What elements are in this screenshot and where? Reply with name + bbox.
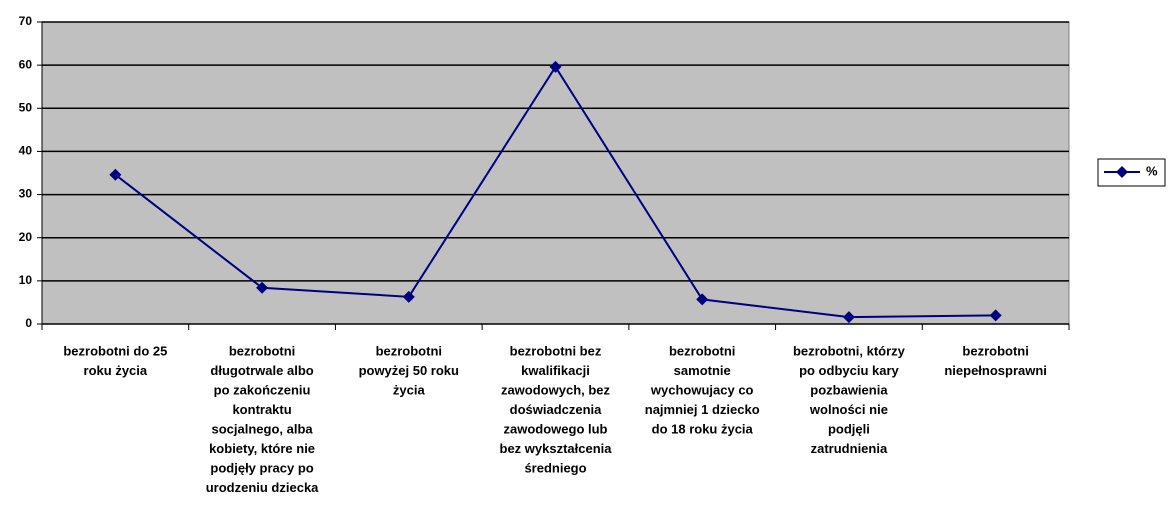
y-tick-label: 0 [25, 316, 32, 330]
x-tick-label: podjęły pracy po [210, 460, 313, 475]
x-tick-label: bezrobotni do 25 [63, 343, 167, 358]
x-tick-label: zawodowego lub [504, 421, 608, 436]
marker [256, 281, 269, 294]
x-tick-label: życia [393, 382, 426, 397]
x-tick-label: po odbyciu kary [799, 363, 899, 378]
x-tick-label: najmniej 1 dziecko [645, 402, 760, 417]
x-tick-label: bez wykształcenia [500, 441, 613, 456]
y-tick-label: 50 [19, 100, 33, 114]
x-tick-label: bezrobotni [669, 343, 735, 358]
x-tick-label: samotnie [674, 363, 731, 378]
x-tick-label: bezrobotni, którzy [793, 343, 906, 358]
x-tick-label: wolności nie [809, 402, 888, 417]
x-tick-label: długotrwale albo [210, 363, 313, 378]
y-tick-label: 10 [19, 273, 33, 287]
x-tick-label: bezrobotni [229, 343, 295, 358]
x-tick-label: powyżej 50 roku [359, 363, 459, 378]
marker [696, 293, 709, 306]
x-tick-label: niepełnosprawni [944, 363, 1047, 378]
x-tick-label: kwalifikacji [521, 363, 590, 378]
marker [989, 309, 1002, 322]
x-tick-label: bezrobotni [376, 343, 442, 358]
legend-marker [1116, 166, 1128, 178]
marker [842, 311, 855, 324]
x-tick-label: bezrobotni bez [510, 343, 602, 358]
x-tick-label: kobiety, które nie [209, 441, 315, 456]
legend-label: % [1146, 163, 1158, 178]
marker [402, 290, 415, 303]
x-tick-label: średniego [524, 460, 586, 475]
x-tick-label: do 18 roku życia [652, 421, 754, 436]
x-tick-label: podjęli [828, 421, 870, 436]
marker [109, 168, 122, 181]
x-tick-label: urodzeniu dziecka [206, 480, 319, 495]
y-tick-label: 70 [19, 14, 33, 28]
x-tick-label: kontraktu [232, 402, 291, 417]
y-tick-label: 20 [19, 230, 33, 244]
x-tick-label: roku życia [84, 363, 148, 378]
x-tick-label: zatrudnienia [811, 441, 888, 456]
x-tick-label: socjalnego, alba [211, 421, 313, 436]
x-tick-label: zawodowych, bez [501, 382, 611, 397]
y-tick-label: 40 [19, 144, 33, 158]
x-tick-label: doświadczenia [510, 402, 603, 417]
y-tick-label: 60 [19, 57, 33, 71]
x-tick-label: pozbawienia [810, 382, 888, 397]
marker [549, 60, 562, 73]
x-tick-label: bezrobotni [962, 343, 1028, 358]
x-tick-label: po zakończeniu [214, 382, 311, 397]
x-tick-label: wychowujacy co [650, 382, 754, 397]
y-tick-label: 30 [19, 187, 33, 201]
